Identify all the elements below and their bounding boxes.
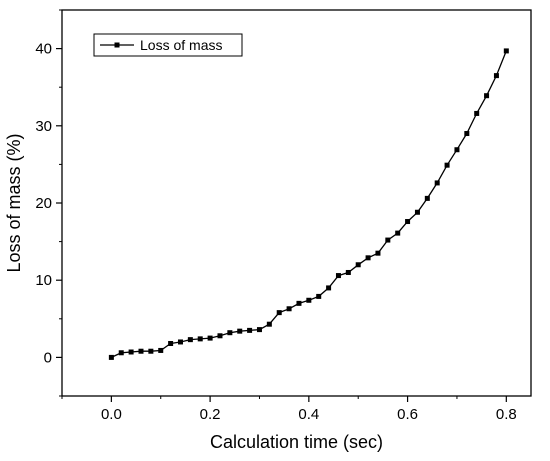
y-tick-label-1: 10 — [35, 272, 52, 289]
data-point — [395, 230, 401, 236]
legend: Loss of mass — [93, 33, 243, 57]
data-point — [424, 195, 430, 201]
data-point — [118, 350, 124, 356]
data-point — [168, 341, 174, 347]
data-point — [306, 297, 312, 303]
x-tick-label-4: 0.8 — [496, 406, 517, 423]
data-point — [177, 339, 183, 345]
data-point — [217, 333, 223, 339]
y-tick-label-2: 20 — [35, 195, 52, 212]
data-point — [503, 48, 509, 54]
data-point — [474, 110, 480, 116]
x-tick-label-3: 0.6 — [397, 406, 418, 423]
data-point — [385, 237, 391, 243]
data-point — [493, 73, 499, 79]
legend-label: Loss of mass — [140, 37, 222, 53]
data-point — [276, 310, 282, 316]
y-tick-label-0: 0 — [44, 349, 52, 366]
series-loss-of-mass — [108, 48, 509, 360]
data-point — [128, 349, 134, 355]
data-point — [247, 327, 253, 333]
legend-marker-swatch — [114, 42, 120, 48]
data-point — [365, 255, 371, 261]
data-point — [464, 131, 470, 137]
data-point — [207, 335, 213, 341]
data-point — [227, 330, 233, 336]
y-tick-label-4: 40 — [35, 41, 52, 58]
x-tick-label-1: 0.2 — [200, 406, 221, 423]
data-point — [108, 354, 114, 360]
x-tick-label-2: 0.4 — [298, 406, 319, 423]
data-point — [197, 336, 203, 342]
data-point — [454, 147, 460, 153]
data-point — [316, 293, 322, 299]
data-point — [256, 327, 262, 333]
series-line — [111, 50, 507, 358]
data-point — [286, 306, 292, 312]
x-axis-title: Calculation time (sec) — [210, 432, 383, 452]
data-point — [187, 337, 193, 343]
data-point — [444, 162, 450, 168]
data-point — [405, 219, 411, 225]
data-point — [326, 285, 332, 291]
data-point — [414, 209, 420, 215]
y-axis-title: Loss of mass (%) — [4, 133, 24, 272]
data-point — [148, 348, 154, 354]
data-point — [484, 93, 490, 99]
data-point — [158, 347, 164, 353]
data-point — [237, 328, 243, 334]
data-point — [345, 269, 351, 275]
data-point — [335, 273, 341, 279]
data-point — [355, 262, 361, 268]
data-point — [434, 180, 440, 186]
y-tick-label-3: 30 — [35, 118, 52, 135]
data-point — [296, 300, 302, 306]
data-point — [266, 321, 272, 327]
data-point — [138, 348, 144, 354]
data-point — [375, 250, 381, 256]
x-tick-label-0: 0.0 — [101, 406, 122, 423]
axis-ticks: 0.0 0.2 0.4 0.6 0.8 0 10 20 30 40 — [35, 9, 517, 423]
plot-frame — [61, 9, 532, 397]
legend-box — [93, 33, 243, 57]
